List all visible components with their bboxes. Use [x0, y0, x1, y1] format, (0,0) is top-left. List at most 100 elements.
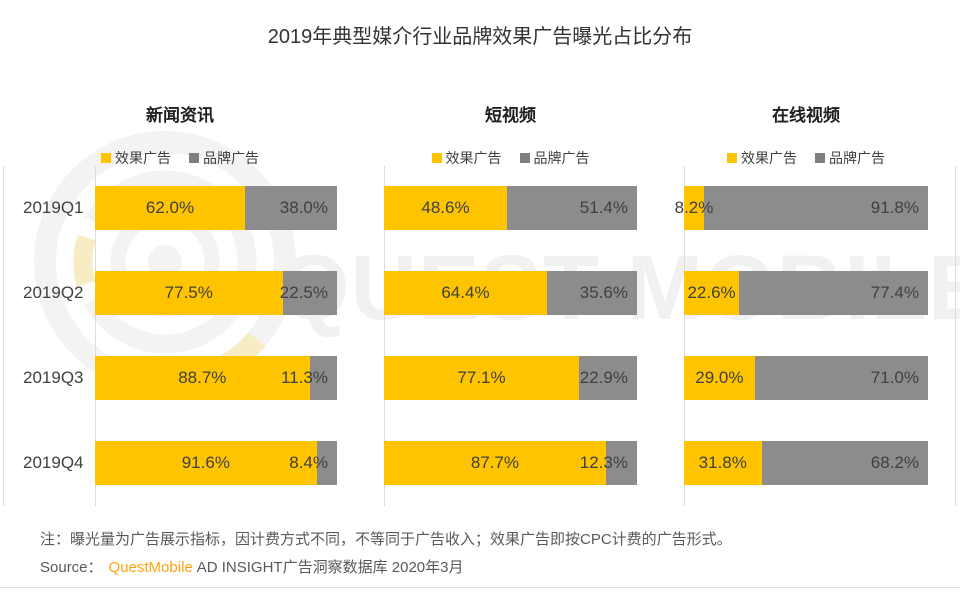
stacked-bar: 8.2% 91.8% [675, 186, 928, 230]
value-label-brand: 12.3% [579, 453, 628, 472]
stacked-bar: 77.5% 22.5% [95, 271, 337, 315]
bar-segment-effect [684, 441, 762, 485]
brand-legend-swatch [519, 153, 530, 163]
value-label-brand: 91.8% [870, 198, 919, 217]
bar-row: 48.6% 51.4% [384, 186, 637, 230]
category-label: 2019Q3 [23, 368, 84, 387]
axis-line [684, 166, 685, 506]
value-label-brand: 22.5% [279, 283, 328, 302]
bar-segment-effect [384, 356, 580, 400]
chart-group-2: 短视频效果广告 品牌广告 48.6% 51.4% 64.4% 35.6% 77.1% 22.9… [384, 104, 637, 485]
source-label: Source： [40, 559, 103, 576]
source-suffix: AD INSIGHT广告洞察数据库 2020年3月 [196, 559, 464, 576]
value-label-effect: 77.1% [457, 368, 506, 387]
stacked-bar: 22.6% 77.4% [684, 271, 928, 315]
bar-row: 22.6% 77.4% [684, 271, 928, 315]
bar-segment-effect [684, 186, 704, 230]
chart-group-3: 在线视频 效果广告 品牌广告 8.2% 91.8% 22.6% 77.4% 29.0% 71.0… [675, 104, 928, 485]
legend-item: 品牌广告 [815, 148, 885, 168]
value-label-brand: 8.4% [289, 453, 328, 472]
legend-label: 效果广告 [445, 150, 502, 166]
category-label: 2019Q2 [23, 283, 84, 302]
value-label-effect: 64.4% [441, 283, 490, 302]
bar-segment-effect [384, 186, 507, 230]
plot-left-border-line [3, 166, 4, 506]
bar-segment-brand [506, 186, 637, 230]
bar-row: 2019Q2 77.5% 22.5% [23, 271, 337, 315]
bar-segment-brand [316, 441, 337, 485]
value-label-brand: 38.0% [279, 198, 328, 217]
value-label-brand: 77.4% [870, 283, 919, 302]
bar-rows: 8.2% 91.8% 22.6% 77.4% 29.0% 71.0% 31.8% 68.2% [675, 186, 928, 485]
group-legend: 效果广告 品牌广告 [23, 150, 337, 166]
legend-label: 效果广告 [741, 150, 797, 166]
legend-item: 效果广告 [727, 148, 797, 168]
bar-segment-brand [739, 271, 928, 315]
axis-line [384, 166, 385, 506]
legend-label: 效果广告 [115, 150, 171, 166]
value-label-brand: 51.4% [579, 198, 628, 217]
axis-line [95, 166, 96, 506]
value-label-brand: 22.9% [579, 368, 628, 387]
legend-label: 品牌广告 [829, 150, 885, 166]
legend-item: 品牌广告 [189, 148, 259, 168]
source-line: Source： QuestMobile AD INSIGHT广告洞察数据库 2020… [40, 556, 463, 577]
stacked-bar: 29.0% 71.0% [684, 356, 928, 400]
legend-item: 品牌广告 [519, 148, 590, 168]
value-label-brand: 68.2% [870, 453, 919, 472]
bar-row: 2019Q1 62.0% 38.0% [23, 186, 337, 230]
bar-row: 64.4% 35.6% [384, 271, 637, 315]
bar-segment-effect [684, 271, 740, 315]
stacked-bar: 77.1% 22.9% [384, 356, 637, 400]
bar-segment-effect [384, 271, 547, 315]
group-title: 短视频 [485, 106, 536, 125]
stacked-bar: 31.8% 68.2% [684, 441, 928, 485]
legend-label: 品牌广告 [533, 150, 590, 166]
bar-segment-brand [309, 356, 337, 400]
bar-segment-effect [384, 441, 606, 485]
stacked-bar: 64.4% 35.6% [384, 271, 637, 315]
bar-row: 31.8% 68.2% [684, 441, 928, 485]
bar-segment-brand [282, 271, 337, 315]
bar-row: 2019Q3 88.7% 11.3% [23, 356, 337, 400]
value-label-effect: 22.6% [687, 283, 736, 302]
legend-item: 效果广告 [101, 148, 171, 168]
value-label-effect: 91.6% [181, 453, 230, 472]
value-label-effect: 31.8% [698, 453, 747, 472]
legend-item: 效果广告 [431, 148, 502, 168]
stacked-bar: 48.6% 51.4% [384, 186, 637, 230]
bar-segment-effect [95, 271, 283, 315]
bar-segment-effect [684, 356, 755, 400]
brand-legend-swatch [189, 153, 199, 163]
source-brand: QuestMobile [108, 559, 193, 576]
chart-group-1: 新闻资讯效果广告 品牌广告 2019Q1 62.0% 38.0% 2019Q2 77.5% 2… [23, 104, 337, 485]
stacked-bar: 62.0% 38.0% [95, 186, 337, 230]
value-label-effect: 88.7% [178, 368, 227, 387]
bar-segment-brand [754, 356, 928, 400]
stacked-bar: 87.7% 12.3% [384, 441, 637, 485]
value-label-effect: 8.2% [674, 198, 714, 217]
bar-segment-brand [579, 356, 637, 400]
bar-row: 87.7% 12.3% [384, 441, 637, 485]
stacked-bar: 91.6% 8.4% [95, 441, 337, 485]
stacked-bar: 88.7% 11.3% [95, 356, 337, 400]
bar-segment-effect [95, 356, 310, 400]
group-legend: 效果广告 品牌广告 [684, 150, 928, 166]
category-label: 2019Q1 [23, 198, 84, 217]
effect-legend-swatch [101, 153, 111, 163]
value-label-effect: 48.6% [421, 198, 470, 217]
value-label-brand: 35.6% [579, 283, 628, 302]
value-label-effect: 87.7% [470, 453, 520, 472]
page-title: 2019年典型媒介行业品牌效果广告曝光占比分布 [267, 26, 693, 48]
bar-row: 29.0% 71.0% [684, 356, 928, 400]
value-label-effect: 29.0% [695, 368, 744, 387]
note-text: 注：曝光量为广告展示指标，因计费方式不同，不等同于广告收入；效果广告即按CPC计… [40, 531, 732, 548]
group-title: 新闻资讯 [146, 106, 214, 125]
effect-legend-swatch [431, 153, 442, 163]
bar-row: 2019Q4 91.6% 8.4% [23, 441, 337, 485]
category-label: 2019Q4 [23, 453, 84, 472]
bar-row: 77.1% 22.9% [384, 356, 637, 400]
legend-label: 品牌广告 [203, 150, 259, 166]
